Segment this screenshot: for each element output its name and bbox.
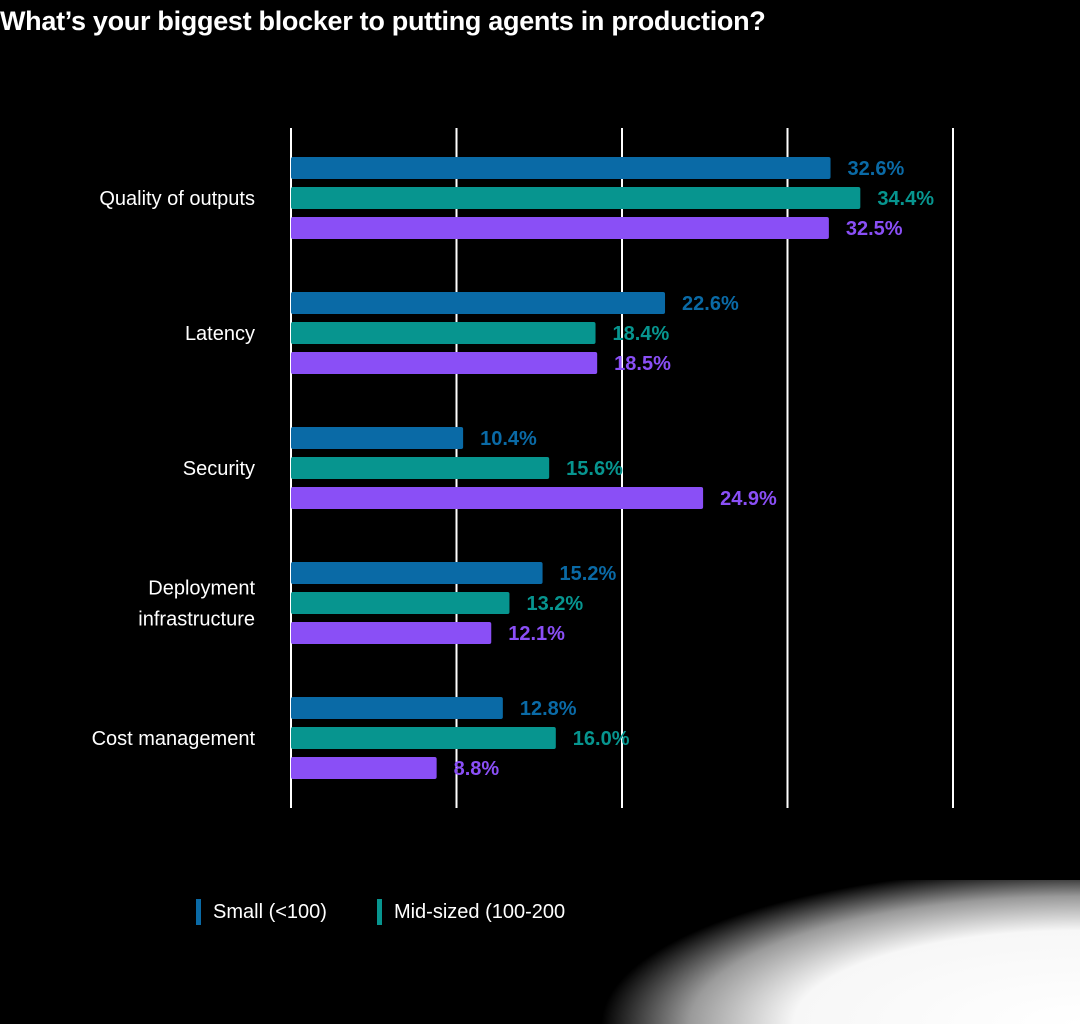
bar-mid <box>291 457 550 479</box>
value-label-small: 10.4% <box>480 428 537 450</box>
category-label: Deployment infrastructure <box>138 578 255 631</box>
legend: Small (<100) Mid-sized (100-200 <box>196 898 565 926</box>
value-label-large: 12.1% <box>508 623 565 645</box>
legend-item-mid: Mid-sized (100-200 <box>376 899 566 925</box>
bar-small <box>291 157 831 179</box>
value-label-large: 32.5% <box>846 218 903 240</box>
value-label-small: 22.6% <box>682 293 739 315</box>
value-label-mid: 16.0% <box>573 728 630 750</box>
bar-small <box>291 427 464 449</box>
bar-large <box>291 352 598 374</box>
category-label: Quality of outputs <box>99 188 255 210</box>
category-label: Security <box>183 458 255 480</box>
bar-large <box>291 487 704 509</box>
legend-item-small: Small (<100) <box>196 899 327 925</box>
category-label: Latency <box>185 323 255 345</box>
value-label-large: 18.5% <box>614 353 671 375</box>
value-label-mid: 13.2% <box>526 593 583 615</box>
legend-label-small: Small (<100) <box>213 900 327 923</box>
value-label-small: 15.2% <box>560 563 617 585</box>
value-label-large: 8.8% <box>454 758 500 780</box>
legend-swatch-small <box>196 899 201 925</box>
value-label-small: 32.6% <box>848 158 905 180</box>
legend-label-mid: Mid-sized (100-200 <box>393 900 566 923</box>
chart-title: What’s your biggest blocker to putting a… <box>0 6 766 36</box>
value-label-small: 12.8% <box>520 698 577 720</box>
value-label-mid: 34.4% <box>877 188 934 210</box>
bar-mid <box>291 187 861 209</box>
bar-small <box>291 562 543 584</box>
bar-large <box>291 757 437 779</box>
bar-mid <box>291 322 596 344</box>
bar-large <box>291 217 829 239</box>
category-label: Cost management <box>92 728 256 750</box>
value-label-mid: 18.4% <box>613 323 670 345</box>
bar-small <box>291 292 666 314</box>
value-label-mid: 15.6% <box>566 458 623 480</box>
bar-mid <box>291 727 556 749</box>
legend-swatch-mid <box>376 899 382 925</box>
bar-large <box>291 622 492 644</box>
bar-small <box>291 697 503 719</box>
bar-mid <box>291 592 510 614</box>
value-label-large: 24.9% <box>720 488 777 510</box>
